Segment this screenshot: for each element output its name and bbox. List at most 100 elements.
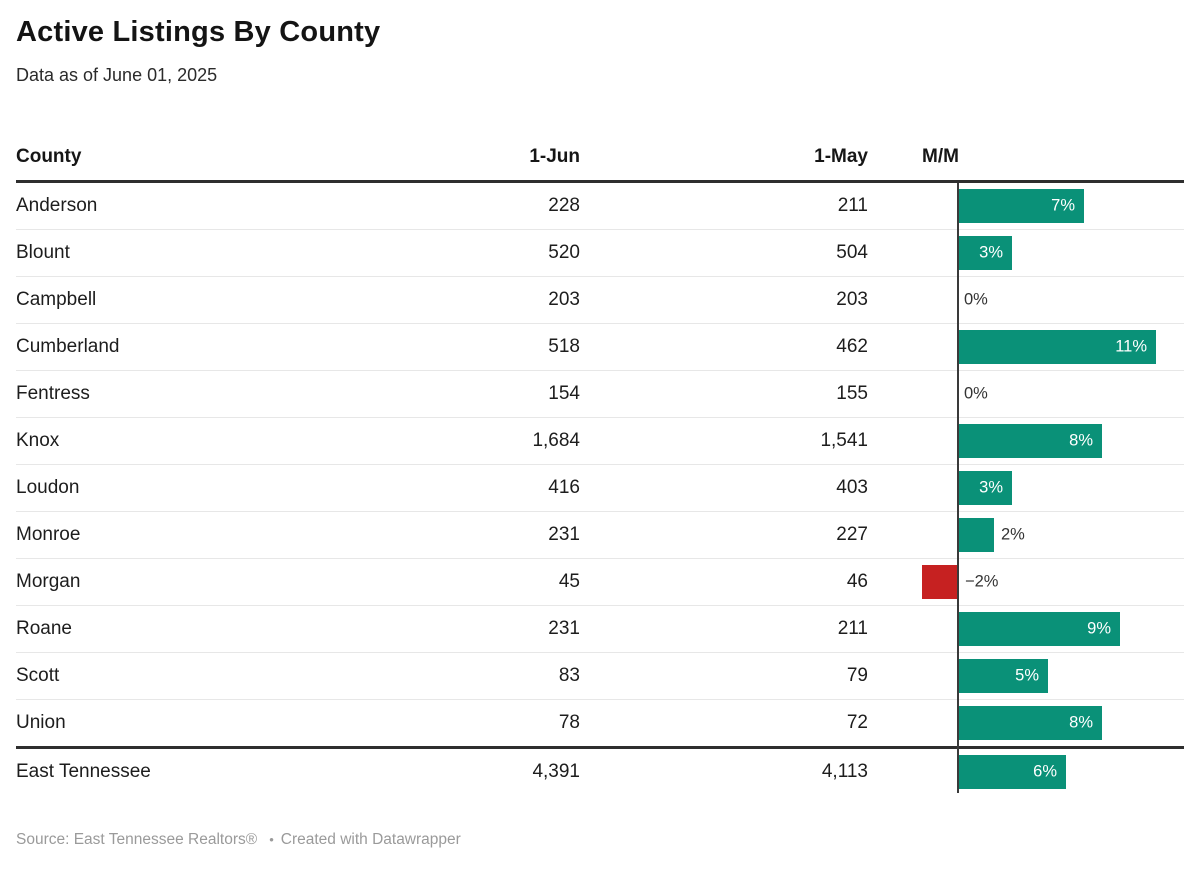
table-row: Anderson 228 211 7% <box>16 183 1184 231</box>
county-name: Scott <box>16 665 60 687</box>
mm-change-bar <box>958 518 994 553</box>
may-value: 1,541 <box>820 430 868 452</box>
table-row: Cumberland 518 462 11% <box>16 324 1184 372</box>
may-value: 504 <box>836 242 868 264</box>
may-value: 155 <box>836 383 868 405</box>
column-header-jun: 1-Jun <box>529 146 580 168</box>
county-name: Anderson <box>16 195 98 217</box>
mm-change-bar <box>958 189 1084 224</box>
mm-change-bar <box>958 755 1066 790</box>
mm-change-label: 5% <box>1015 666 1039 685</box>
mm-bar-cell: 5% <box>868 653 1184 699</box>
county-name: Fentress <box>16 383 90 405</box>
table-row: Campbell 203 203 0% <box>16 277 1184 325</box>
mm-change-bar <box>958 659 1048 694</box>
mm-change-bar <box>958 424 1102 459</box>
mm-change-label: 8% <box>1069 431 1093 450</box>
mm-change-label: 2% <box>1001 525 1025 544</box>
jun-value: 520 <box>548 242 580 264</box>
table-row: Roane 231 211 9% <box>16 606 1184 654</box>
mm-change-label: 9% <box>1087 619 1111 638</box>
jun-value: 231 <box>548 524 580 546</box>
mm-change-bar <box>958 330 1156 365</box>
mm-change-label: 0% <box>964 290 988 309</box>
county-name: Morgan <box>16 571 81 593</box>
mm-bar-cell: 3% <box>868 465 1184 511</box>
county-name: Roane <box>16 618 72 640</box>
mm-change-bar <box>958 471 1012 506</box>
jun-value: 78 <box>558 712 580 734</box>
jun-value: 83 <box>558 665 580 687</box>
jun-value: 154 <box>548 383 580 405</box>
may-value: 403 <box>836 477 868 499</box>
mm-bar-cell: −2% <box>868 559 1184 605</box>
may-value: 211 <box>837 618 868 640</box>
mm-change-label: 3% <box>979 243 1003 262</box>
may-value: 79 <box>846 665 868 687</box>
may-value: 72 <box>846 712 868 734</box>
mm-change-bar <box>958 612 1120 647</box>
jun-value: 1,684 <box>532 430 580 452</box>
county-name: Loudon <box>16 477 80 499</box>
county-name: Campbell <box>16 289 97 311</box>
mm-bar-cell: 11% <box>868 324 1184 370</box>
source-text: Source: East Tennessee Realtors® <box>16 831 258 849</box>
column-header-mm: M/M <box>922 146 959 168</box>
county-name: Union <box>16 712 66 734</box>
county-name: Knox <box>16 430 60 452</box>
listings-table: County 1-Jun 1-May M/M Anderson 228 211 … <box>16 134 1184 795</box>
table-row: Knox 1,684 1,541 8% <box>16 418 1184 466</box>
county-name: Cumberland <box>16 336 120 358</box>
mm-change-label: 8% <box>1069 713 1093 732</box>
jun-value: 203 <box>548 289 580 311</box>
may-value: 227 <box>836 524 868 546</box>
table-row: Blount 520 504 3% <box>16 230 1184 278</box>
table-row: Scott 83 79 5% <box>16 653 1184 701</box>
chart-subtitle: Data as of June 01, 2025 <box>16 65 218 86</box>
created-with-text: Created with Datawrapper <box>280 831 461 849</box>
mm-change-label: 7% <box>1051 196 1075 215</box>
table-row: Fentress 154 155 0% <box>16 371 1184 419</box>
jun-value: 416 <box>548 477 580 499</box>
attribution-footer: Source: East Tennessee Realtors® • Created… <box>16 831 1184 849</box>
may-value: 46 <box>846 571 868 593</box>
table-body: Anderson 228 211 7% Blount 520 504 3% Ca… <box>16 183 1184 795</box>
page-title: Active Listings By County <box>16 16 381 48</box>
county-name: East Tennessee <box>16 761 151 783</box>
mm-change-bar <box>922 565 958 600</box>
mm-change-label: −2% <box>965 572 999 591</box>
jun-value: 518 <box>548 336 580 358</box>
mm-bar-cell: 8% <box>868 700 1184 746</box>
mm-bar-cell: 0% <box>868 277 1184 323</box>
jun-value: 4,391 <box>532 761 580 783</box>
mm-bar-cell: 7% <box>868 183 1184 229</box>
may-value: 211 <box>837 195 868 217</box>
mm-bar-cell: 6% <box>868 749 1184 795</box>
mm-bar-cell: 2% <box>868 512 1184 558</box>
jun-value: 228 <box>548 195 580 217</box>
mm-bar-cell: 9% <box>868 606 1184 652</box>
table-row: East Tennessee 4,391 4,113 6% <box>16 746 1184 795</box>
jun-value: 45 <box>558 571 580 593</box>
may-value: 4,113 <box>821 761 868 783</box>
table-row: Loudon 416 403 3% <box>16 465 1184 513</box>
county-name: Monroe <box>16 524 81 546</box>
footer-separator-dot: • <box>269 832 274 848</box>
column-header-may: 1-May <box>814 146 868 168</box>
table-row: Monroe 231 227 2% <box>16 512 1184 560</box>
mm-change-label: 3% <box>979 478 1003 497</box>
county-name: Blount <box>16 242 70 264</box>
mm-change-label: 6% <box>1033 762 1057 781</box>
mm-bar-cell: 8% <box>868 418 1184 464</box>
table-header-row: County 1-Jun 1-May M/M <box>16 134 1184 184</box>
may-value: 462 <box>836 336 868 358</box>
mm-change-bar <box>958 236 1012 271</box>
bar-chart-axis-line <box>957 183 959 794</box>
column-header-county: County <box>16 146 82 168</box>
mm-change-label: 11% <box>1115 337 1147 356</box>
table-row: Morgan 45 46 −2% <box>16 559 1184 607</box>
mm-bar-cell: 0% <box>868 371 1184 417</box>
may-value: 203 <box>836 289 868 311</box>
table-row: Union 78 72 8% <box>16 700 1184 746</box>
